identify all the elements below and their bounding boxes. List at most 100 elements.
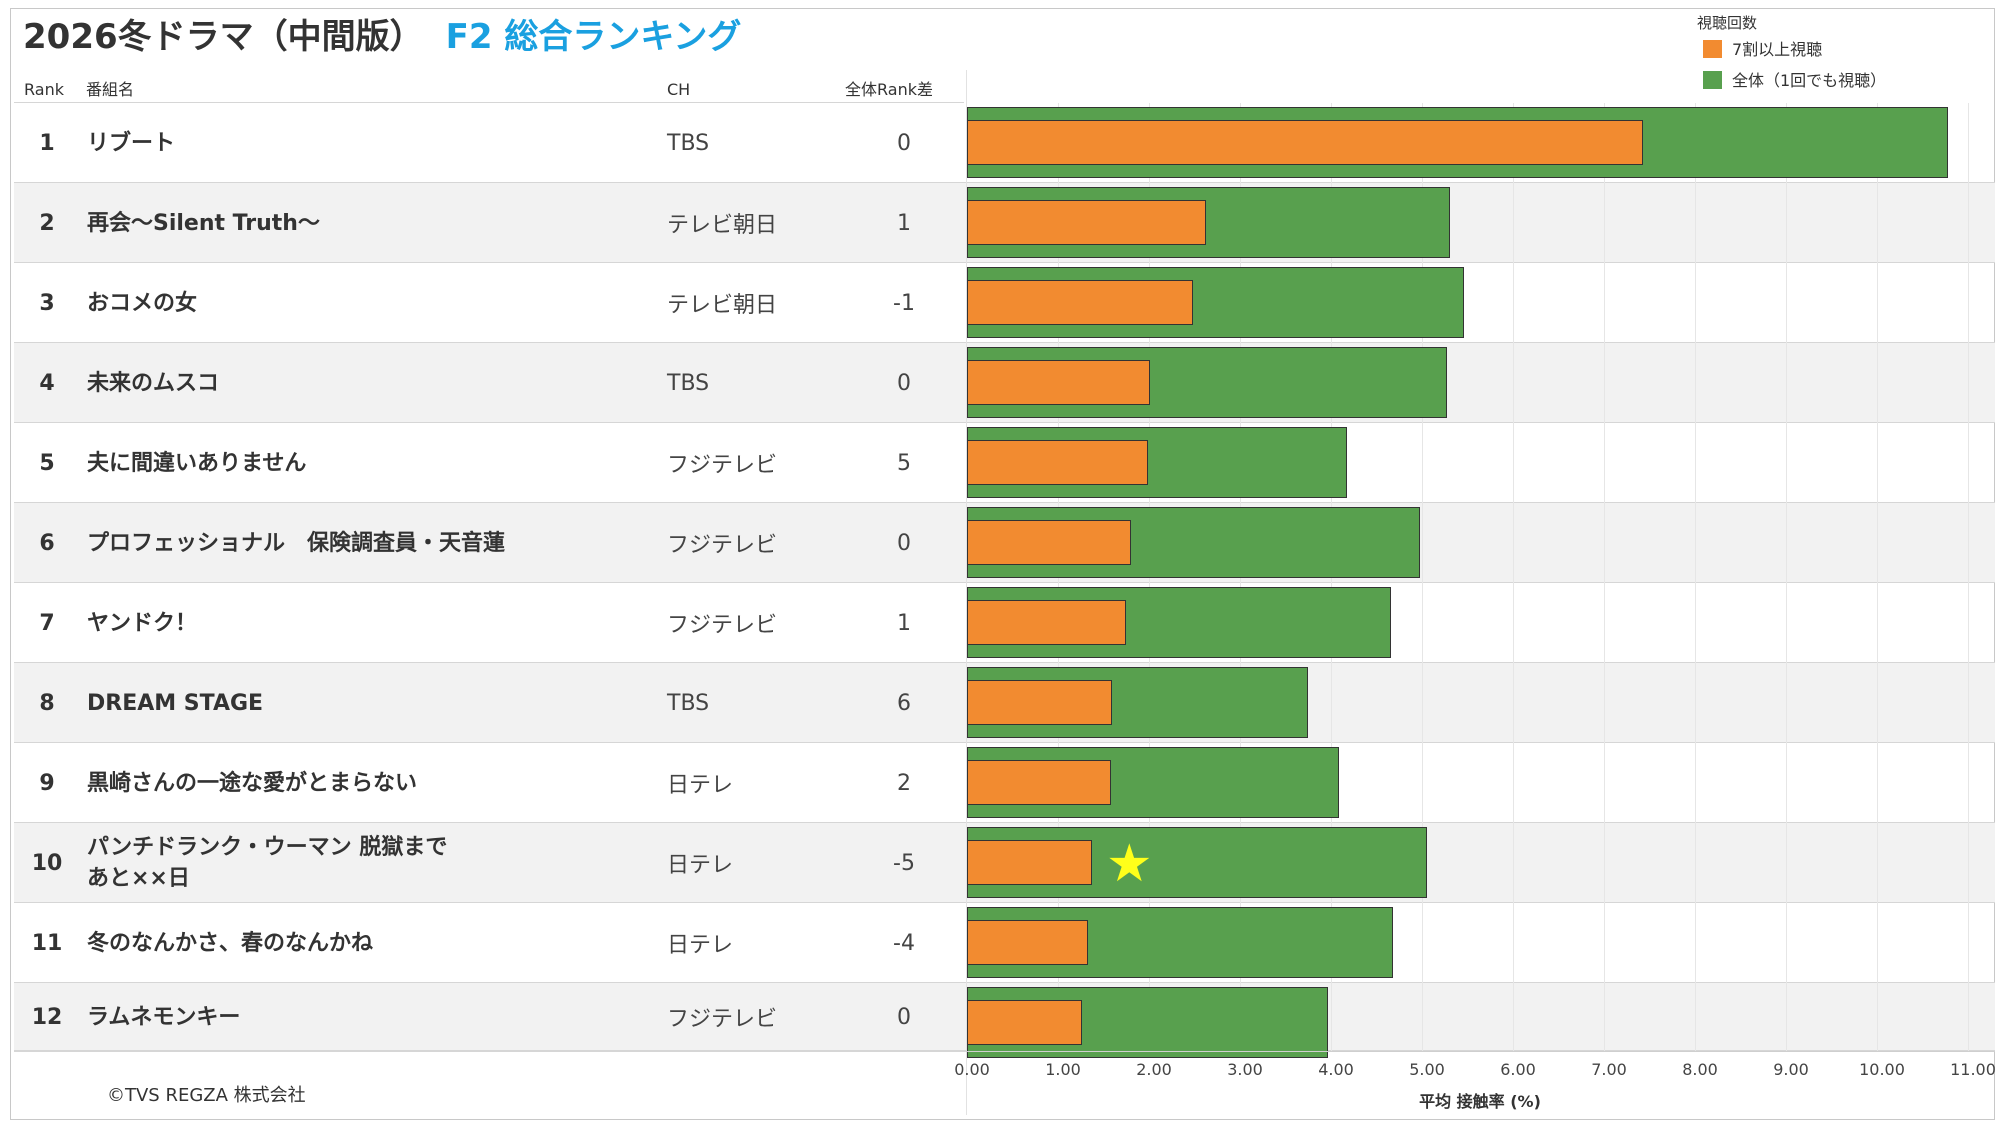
x-tick-label: 6.00: [1500, 1060, 1536, 1079]
row-rank: 8: [39, 690, 55, 716]
x-tick-label: 2.00: [1136, 1060, 1172, 1079]
bar-all-viewers: [967, 987, 1328, 1058]
row-program-name: パンチドランク・ウーマン 脱獄まであと××日: [87, 835, 448, 891]
row-rank-diff: 0: [897, 1004, 911, 1030]
x-tick-label: 3.00: [1227, 1060, 1263, 1079]
bar-seventy-percent: [967, 600, 1126, 645]
row-channel: フジテレビ: [667, 533, 778, 558]
bar-seventy-percent: [967, 840, 1092, 885]
row-rank-diff: 0: [897, 370, 911, 396]
row-channel: 日テレ: [667, 853, 734, 878]
row-rank: 12: [31, 1004, 63, 1030]
row-rank-diff: 1: [897, 610, 911, 636]
table-row: 3 おコメの女 テレビ朝日 -1: [14, 263, 1995, 343]
row-program-name: 再会～Silent Truth～: [87, 210, 320, 236]
gridline: [1695, 103, 1696, 1051]
legend-title: 視聴回数: [1697, 14, 1758, 32]
row-rank: 10: [31, 850, 63, 876]
x-tick-label: 0.00: [954, 1060, 990, 1079]
row-rank: 3: [39, 290, 55, 316]
row-rank-diff: 6: [897, 690, 911, 716]
x-tick-label: 1.00: [1045, 1060, 1081, 1079]
row-channel: 日テレ: [667, 933, 734, 958]
x-tick-label: 8.00: [1682, 1060, 1718, 1079]
row-program-name: ラムネモンキー: [87, 1004, 241, 1030]
row-program-name: DREAM STAGE: [87, 690, 264, 716]
gridline: [1604, 103, 1605, 1051]
row-rank-diff: -1: [893, 290, 915, 316]
bar-seventy-percent: [967, 280, 1193, 325]
row-program-name: リブート: [87, 130, 176, 156]
table-row: 9 黒崎さんの一途な愛がとまらない 日テレ 2: [14, 743, 1995, 823]
row-program-name: 冬のなんかさ、春のなんかね: [87, 930, 374, 956]
table-row: 7 ヤンドク！ フジテレビ 1: [14, 583, 1995, 663]
row-channel: フジテレビ: [667, 613, 778, 638]
legend-label-all: 全体（1回でも視聴）: [1732, 71, 1887, 90]
row-rank-diff: -5: [893, 850, 915, 876]
bar-seventy-percent: [967, 920, 1088, 965]
legend-swatch-green: [1703, 71, 1722, 89]
table-row: 11 冬のなんかさ、春のなんかね 日テレ -4: [14, 903, 1995, 983]
row-rank-diff: 0: [897, 530, 911, 556]
header-rank: Rank: [24, 80, 64, 99]
row-channel: TBS: [667, 370, 710, 396]
row-rank-diff: 2: [897, 770, 911, 796]
row-channel: テレビ朝日: [667, 213, 778, 238]
header-channel: CH: [667, 80, 691, 99]
highlight-star-icon: ★: [1106, 834, 1153, 894]
gridline: [1968, 103, 1969, 1051]
row-program-name: 未来のムスコ: [87, 370, 220, 396]
x-tick-label: 4.00: [1318, 1060, 1354, 1079]
row-channel: フジテレビ: [667, 1007, 778, 1032]
bar-seventy-percent: [967, 520, 1131, 565]
row-program-name: 黒崎さんの一途な愛がとまらない: [87, 770, 418, 796]
bar-seventy-percent: [967, 200, 1206, 245]
bar-seventy-percent: [967, 760, 1111, 805]
bar-seventy-percent: [967, 1000, 1082, 1045]
table-row: 5 夫に間違いありません フジテレビ 5: [14, 423, 1995, 503]
title-subtitle: F2 総合ランキング: [445, 17, 742, 57]
row-rank: 9: [39, 770, 55, 796]
title-main: 2026冬ドラマ（中間版）: [23, 17, 424, 57]
x-tick-label: 9.00: [1773, 1060, 1809, 1079]
row-channel: TBS: [667, 130, 710, 156]
x-tick-label: 5.00: [1409, 1060, 1445, 1079]
table-chart-divider: [966, 70, 967, 1115]
bar-seventy-percent: [967, 360, 1150, 405]
header-divider: [14, 102, 964, 103]
row-program-name: ヤンドク！: [87, 610, 198, 636]
x-tick-label: 10.00: [1859, 1060, 1905, 1079]
bar-seventy-percent: [967, 440, 1148, 485]
gridline: [1877, 103, 1878, 1051]
row-program-name: 夫に間違いありません: [87, 450, 307, 476]
table-row: 1 リブート TBS 0: [14, 103, 1995, 183]
row-rank: 1: [39, 130, 55, 156]
row-rank-diff: -4: [893, 930, 915, 956]
legend-item-all: 全体（1回でも視聴）: [1703, 71, 1886, 91]
page-title: 2026冬ドラマ（中間版） F2 総合ランキング: [23, 12, 741, 62]
legend-label-seven: 7割以上視聴: [1732, 40, 1823, 59]
row-program-name: プロフェッショナル 保険調査員・天音蓮: [87, 530, 506, 556]
row-rank: 4: [39, 370, 55, 396]
x-tick-label: 11.00: [1950, 1060, 1996, 1079]
bar-seventy-percent: [967, 120, 1643, 165]
legend-swatch-orange: [1703, 40, 1722, 58]
row-rank-diff: 1: [897, 210, 911, 236]
row-rank-diff: 0: [897, 130, 911, 156]
x-tick-label: 7.00: [1591, 1060, 1627, 1079]
header-program: 番組名: [86, 80, 135, 99]
row-program-name: おコメの女: [87, 290, 198, 316]
legend-item-seven: 7割以上視聴: [1703, 40, 1822, 60]
bar-seventy-percent: [967, 680, 1112, 725]
table-bottom-line: [14, 1051, 966, 1052]
row-rank: 6: [39, 530, 55, 556]
row-channel: 日テレ: [667, 773, 734, 798]
row-channel: フジテレビ: [667, 453, 778, 478]
row-channel: TBS: [667, 690, 710, 716]
row-rank-diff: 5: [897, 450, 911, 476]
x-axis-label: 平均 接触率 (%): [1419, 1092, 1541, 1111]
row-rank: 5: [39, 450, 55, 476]
row-rank: 7: [39, 610, 55, 636]
header-rank-diff: 全体Rank差: [845, 80, 933, 99]
gridline: [1786, 103, 1787, 1051]
